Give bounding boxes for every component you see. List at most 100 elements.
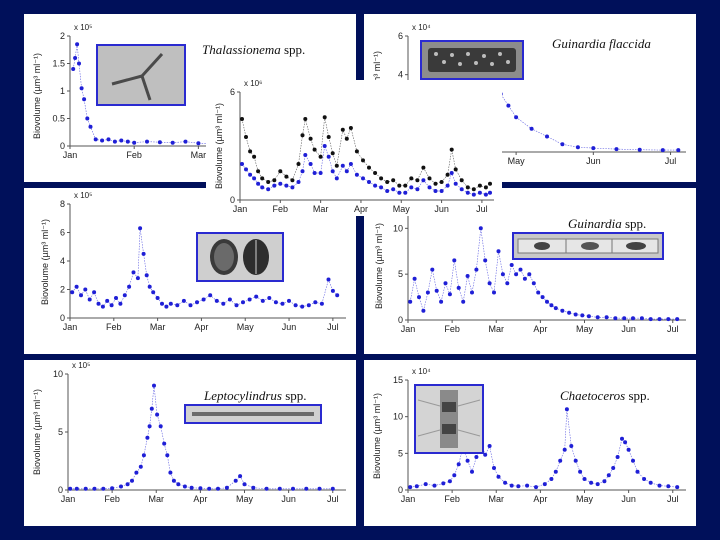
data-point [425, 290, 430, 295]
data-point [637, 147, 642, 152]
data-point [483, 192, 488, 197]
data-point [234, 303, 239, 308]
data-point [427, 176, 432, 181]
data-point [293, 303, 298, 308]
leptocylindrus-cell-image [186, 406, 320, 422]
data-point [322, 115, 327, 120]
y-tick-label: 10 [53, 369, 63, 379]
data-point [175, 303, 180, 308]
data-point [273, 300, 278, 305]
data-point [562, 447, 567, 452]
data-point [361, 176, 365, 181]
data-point [453, 181, 458, 186]
chart-chaetoceros: 0 5 10 15 Jan Feb Mar Apr May Jun Jul x 10⁴ Biovolum… [372, 367, 686, 504]
data-point [149, 406, 154, 411]
data-point [408, 299, 413, 304]
data-point [560, 142, 565, 147]
data-point [112, 139, 117, 144]
thalassionema-cells-image [98, 46, 184, 104]
data-point [308, 162, 313, 166]
y-tick-label: 5 [58, 427, 63, 437]
data-point [582, 477, 587, 481]
x-tick-label: Apr [193, 494, 207, 504]
data-point [529, 126, 534, 131]
x-tick-label: Jan [63, 322, 78, 332]
y-axis-label: Biovolume (µm³ ml⁻¹) [32, 53, 42, 139]
data-point [70, 290, 75, 295]
data-point [622, 316, 627, 321]
data-point [465, 190, 470, 195]
data-point [196, 141, 201, 146]
x-tick-label: Jan [61, 494, 76, 504]
data-point [445, 172, 450, 177]
data-point [540, 295, 545, 300]
y-tick-label: 0 [230, 195, 235, 205]
data-point [474, 267, 479, 272]
data-point [666, 317, 671, 322]
data-point [77, 61, 81, 66]
data-point [620, 436, 624, 441]
data-point [441, 481, 446, 486]
data-point [241, 300, 245, 305]
data-point [82, 97, 87, 102]
y-axis-label: Biovolume (µm³ ml⁻¹) [374, 223, 384, 309]
data-point [214, 298, 219, 303]
data-point [564, 407, 569, 412]
data-point [83, 486, 88, 491]
data-point [100, 138, 105, 143]
data-point [264, 486, 269, 491]
data-point [613, 316, 618, 321]
data-point [266, 180, 271, 184]
x-tick-label: Jul [667, 324, 679, 334]
data-point [326, 135, 331, 139]
y-axis-label: Biovolume (µm³ ml⁻¹) [214, 103, 224, 189]
data-point [313, 300, 318, 305]
data-point [151, 290, 156, 295]
data-point [300, 304, 305, 309]
y-multiplier: x 10⁵ [74, 23, 92, 32]
data-point [296, 162, 301, 166]
data-point [514, 272, 519, 277]
data-point [344, 136, 349, 141]
x-tick-label: May [237, 322, 255, 332]
data-point [553, 306, 558, 311]
y-tick-label: 0 [398, 485, 403, 495]
data-point [447, 479, 452, 484]
data-point [573, 312, 578, 317]
data-point [105, 298, 110, 303]
x-tick-label: Jan [63, 150, 78, 160]
data-point [188, 303, 193, 308]
data-point [233, 478, 238, 483]
data-point [453, 167, 458, 172]
y-tick-label: 5 [398, 269, 403, 279]
data-point [68, 486, 73, 491]
y-tick-label: 8 [60, 199, 65, 209]
x-tick-label: Feb [126, 150, 142, 160]
data-point [155, 296, 160, 300]
data-point [452, 473, 457, 478]
y-tick-label: 4 [398, 70, 403, 80]
data-point [427, 185, 432, 190]
data-point [171, 478, 176, 483]
x-tick-label: Feb [273, 204, 289, 214]
data-point [449, 171, 454, 175]
data-point [74, 486, 79, 491]
data-point [240, 117, 244, 121]
data-point [408, 485, 413, 490]
data-point [74, 284, 79, 289]
data-point [247, 297, 252, 302]
x-tick-label: Jun [621, 494, 636, 504]
data-point [183, 139, 188, 144]
data-point [224, 485, 229, 490]
x-tick-label: Jun [586, 156, 601, 166]
data-point [626, 447, 631, 452]
data-point [657, 483, 662, 488]
y-tick-label: 0 [60, 313, 65, 323]
y-axis-label: Biovolume (µm³ ml⁻¹) [40, 219, 50, 305]
data-point [252, 154, 257, 159]
data-point [545, 134, 549, 139]
data-point [198, 486, 203, 491]
x-tick-label: Apr [533, 494, 547, 504]
data-point [415, 178, 420, 183]
data-point [527, 272, 532, 277]
